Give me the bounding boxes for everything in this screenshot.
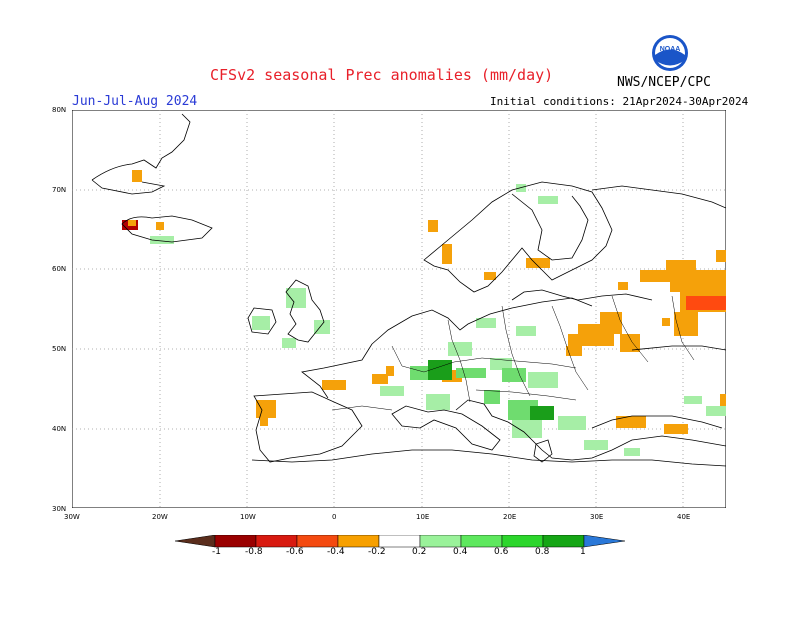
- lon-label-40e: 40E: [677, 513, 691, 521]
- colorbar-bin-8: [501, 535, 544, 548]
- colorbar-low-arrow: [175, 535, 216, 548]
- lat-label-40n: 40N: [52, 425, 67, 433]
- colorbar-bin-9: [542, 535, 585, 548]
- colorbar-bin-4: [337, 535, 380, 548]
- agency-label: NWS/NCEP/CPC: [617, 75, 711, 90]
- colorbar-bin-5: [378, 535, 421, 548]
- anomaly-cells: [122, 170, 726, 456]
- country-borders: [331, 295, 695, 411]
- colorbar-bin-2: [255, 535, 298, 548]
- colorbar-bin-6: [419, 535, 462, 548]
- colorbar-bin-1: [214, 535, 257, 548]
- colorbar-label-08: 0.8: [535, 547, 550, 557]
- coastlines: [91, 113, 726, 467]
- colorbar-high-arrow: [583, 535, 626, 548]
- lon-label-20e: 20E: [503, 513, 517, 521]
- svg-text:NOAA: NOAA: [660, 46, 681, 53]
- colorbar-label-1: 1: [580, 547, 586, 557]
- colorbar-label-06: 0.6: [494, 547, 509, 557]
- lat-label-30n: 30N: [52, 505, 67, 513]
- colorbar-label-neg08: -0.8: [245, 547, 263, 557]
- lon-label-30e: 30E: [590, 513, 604, 521]
- lat-label-50n: 50N: [52, 345, 67, 353]
- colorbar-label-04: 0.4: [453, 547, 468, 557]
- lon-label-0: 0: [332, 513, 337, 521]
- colorbar-label-neg1: -1: [212, 547, 221, 557]
- lon-label-30w: 30W: [64, 513, 80, 521]
- lat-label-80n: 80N: [52, 106, 67, 114]
- lat-label-70n: 70N: [52, 186, 67, 194]
- colorbar-label-02: 0.2: [412, 547, 427, 557]
- colorbar: [175, 535, 626, 548]
- initial-conditions: Initial conditions: 21Apr2024-30Apr2024: [490, 95, 749, 108]
- colorbar-bin-3: [296, 535, 339, 548]
- map-title: CFSv2 seasonal Prec anomalies (mm/day): [210, 66, 554, 84]
- colorbar-label-neg02: -0.2: [368, 547, 386, 557]
- colorbar-bin-7: [460, 535, 503, 548]
- lat-label-60n: 60N: [52, 265, 67, 273]
- lon-label-10e: 10E: [416, 513, 430, 521]
- lon-label-20w: 20W: [152, 513, 168, 521]
- colorbar-label-neg06: -0.6: [286, 547, 304, 557]
- season-label: Jun-Jul-Aug 2024: [72, 94, 198, 109]
- lon-label-10w: 10W: [240, 513, 256, 521]
- noaa-logo: NOAA: [652, 35, 688, 71]
- graticule: [72, 110, 726, 508]
- map-panel: [72, 110, 726, 508]
- colorbar-label-neg04: -0.4: [327, 547, 345, 557]
